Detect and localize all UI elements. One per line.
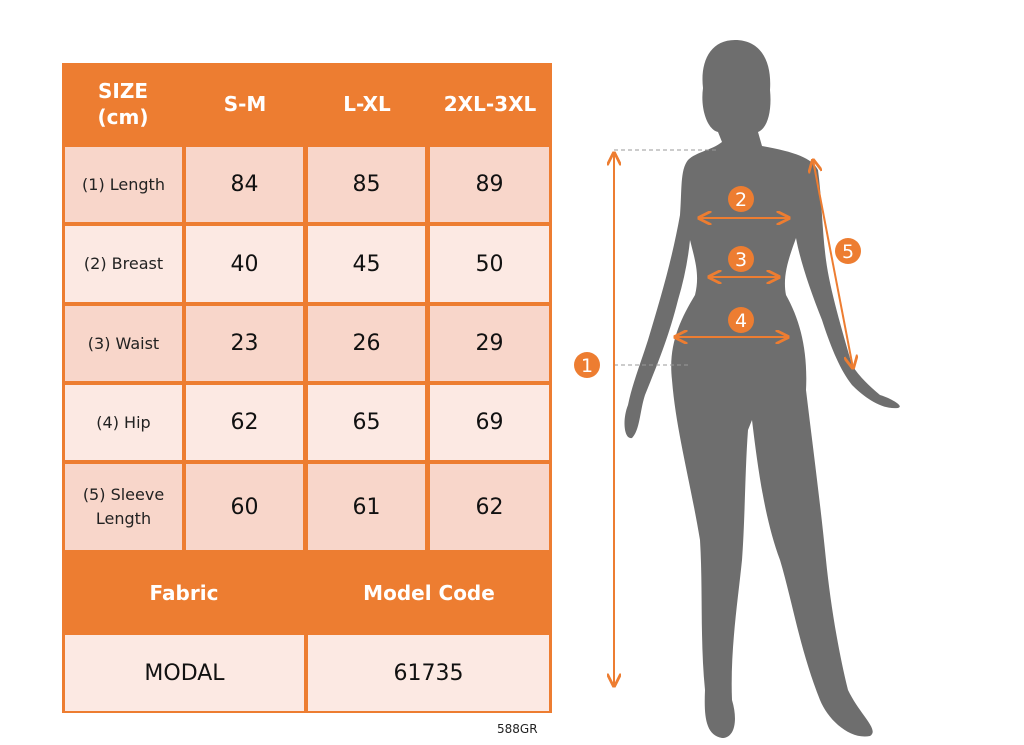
size-value-cell: 50 <box>430 226 549 302</box>
female-silhouette <box>624 40 900 738</box>
fabric-value: MODAL <box>65 635 304 711</box>
size-value-cell: 84 <box>186 147 303 222</box>
size-value-cell: 89 <box>430 147 549 222</box>
header-size-label: SIZE <box>97 79 148 103</box>
row-label-line: (5) Sleeve <box>82 485 165 504</box>
size-value-cell: 26 <box>308 306 425 381</box>
svg-text:4: 4 <box>735 310 747 332</box>
size-value-cell: 45 <box>308 226 425 302</box>
sleeve-arrow <box>813 160 853 368</box>
marker-3: 3 <box>728 246 754 272</box>
svg-text:3: 3 <box>735 249 747 271</box>
row-label: (2) Breast <box>65 226 182 302</box>
size-value-cell: 40 <box>186 226 303 302</box>
svg-text:1: 1 <box>581 355 593 377</box>
header-fabric: Fabric <box>149 580 219 605</box>
svg-text:2: 2 <box>735 189 747 211</box>
header-l-xl: L-XL <box>343 92 391 116</box>
size-value-cell: 29 <box>430 306 549 381</box>
model-code-value: 61735 <box>308 635 549 711</box>
row-label-line: Length <box>95 509 152 528</box>
row-label: (5) Sleeve Length <box>65 464 182 550</box>
size-value-cell: 65 <box>308 385 425 460</box>
size-value-cell: 60 <box>186 464 303 550</box>
size-value-cell: 69 <box>430 385 549 460</box>
size-value-cell: 23 <box>186 306 303 381</box>
size-value-cell: 62 <box>186 385 303 460</box>
row-label: (3) Waist <box>65 306 182 381</box>
size-chart-table: SIZE (cm) S-M L-XL 2XL-3XL (1) Length 84 8… <box>62 63 552 713</box>
header-size: SIZE (cm) <box>62 63 184 145</box>
header-2xl-3xl: 2XL-3XL <box>443 92 537 116</box>
header-model-code: Model Code <box>363 580 495 605</box>
row-label: (4) Hip <box>65 385 182 460</box>
header-s-m: S-M <box>223 92 267 116</box>
marker-5: 5 <box>835 238 861 264</box>
size-value-cell: 85 <box>308 147 425 222</box>
row-label: (1) Length <box>65 147 182 222</box>
size-value-cell: 61 <box>308 464 425 550</box>
marker-4: 4 <box>728 307 754 333</box>
svg-text:5: 5 <box>842 241 854 263</box>
size-value-cell: 62 <box>430 464 549 550</box>
product-code: 588GR <box>497 722 538 736</box>
marker-1: 1 <box>574 352 600 378</box>
header-unit-label: (cm) <box>97 105 149 129</box>
marker-2: 2 <box>728 186 754 212</box>
